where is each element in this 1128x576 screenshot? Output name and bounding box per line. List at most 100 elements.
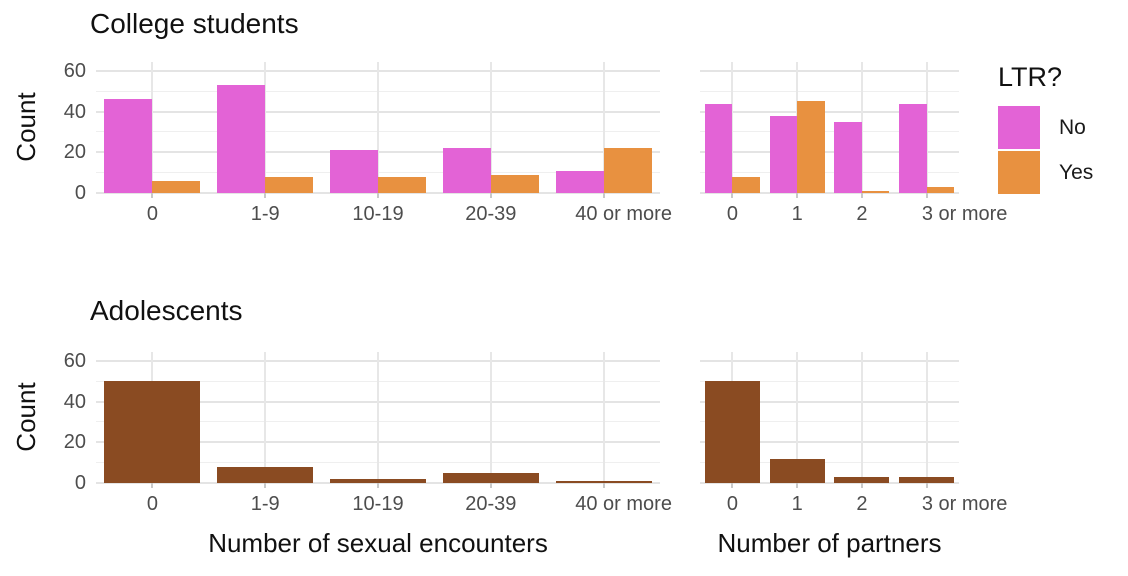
x-tick-label: 1 — [791, 493, 803, 515]
legend: LTR? No Yes — [998, 62, 1126, 196]
legend-key-yes: Yes — [998, 151, 1126, 194]
x-tick-label: 0 — [726, 493, 738, 515]
bar-adolescents-0 — [104, 381, 201, 483]
bar-yes-0 — [152, 180, 201, 193]
y-tick-label: 40 — [63, 100, 86, 123]
bar-adolescents-10-19 — [330, 478, 426, 483]
x-tick-label: 0 — [726, 203, 738, 225]
gridline-minor — [700, 131, 959, 133]
gridline-major — [700, 151, 959, 154]
bar-yes-40 or more — [603, 148, 652, 193]
x-tick-label: 3 or more — [921, 493, 1008, 515]
x-tick-label: 1-9 — [250, 203, 280, 225]
panel-title-adolescents: Adolescents — [90, 295, 243, 326]
bar-yes-0 — [732, 176, 760, 193]
x-tick-mark — [264, 483, 267, 488]
gridline-major — [700, 192, 959, 194]
gridline-vertical — [860, 352, 863, 483]
x-tick-mark — [151, 483, 154, 488]
bar-yes-1-9 — [265, 176, 314, 193]
bar-adolescents-1 — [769, 458, 825, 483]
y-axis-title-bottom: Count — [11, 382, 41, 452]
bar-adolescents-2 — [834, 476, 890, 483]
bar-no-3 or more — [899, 103, 927, 193]
x-tick-mark — [602, 193, 605, 198]
x-tick-mark — [151, 193, 154, 198]
x-tick-mark — [264, 193, 267, 198]
legend-swatch-yes — [998, 151, 1040, 194]
gridline-vertical — [602, 62, 605, 193]
x-tick-label: 1 — [791, 203, 803, 225]
x-tick-label: 10-19 — [352, 203, 404, 225]
x-tick-mark — [731, 483, 734, 488]
bar-adolescents-40 or more — [555, 480, 652, 483]
x-tick-mark — [796, 483, 799, 488]
gridline-vertical — [151, 62, 154, 193]
y-axis-title-top: Count — [11, 92, 41, 162]
bar-yes-3 or more — [926, 186, 955, 193]
x-tick-mark — [489, 483, 492, 488]
y-tick-label: 60 — [63, 59, 86, 82]
gridline-minor — [700, 90, 959, 92]
bar-adolescents-1-9 — [217, 466, 314, 483]
bar-no-0 — [704, 103, 733, 193]
legend-label-no: No — [1059, 115, 1086, 139]
gridline-major — [700, 110, 959, 113]
bar-yes-1 — [797, 101, 825, 193]
x-tick-label: 40 or more — [575, 493, 672, 515]
gridline-vertical — [264, 62, 267, 193]
gridline-vertical — [925, 352, 928, 483]
bar-yes-20-39 — [490, 174, 539, 193]
legend-key-no: No — [998, 106, 1126, 149]
plot-college-partners — [700, 62, 959, 198]
gridline-vertical — [377, 352, 379, 483]
bar-no-10-19 — [330, 150, 378, 193]
y-tick-label: 20 — [63, 141, 86, 164]
bar-yes-10-19 — [378, 176, 426, 193]
x-tick-mark — [925, 193, 928, 198]
legend-swatch-no — [998, 106, 1040, 149]
bar-no-1 — [769, 115, 798, 193]
bar-adolescents-3 or more — [899, 476, 955, 483]
gridline-vertical — [377, 62, 379, 193]
gridline-vertical — [925, 62, 928, 193]
bar-no-1-9 — [217, 85, 266, 193]
bar-yes-2 — [861, 190, 890, 193]
y-tick-label: 40 — [63, 390, 86, 413]
bar-adolescents-20-39 — [442, 472, 539, 483]
plot-adolescents-partners — [700, 352, 959, 488]
legend-label-yes: Yes — [1059, 160, 1094, 184]
x-tick-mark — [860, 193, 863, 198]
gridline-vertical — [264, 352, 267, 483]
x-axis-ticks-college-encounters: 0 1-9 10-19 20-39 40 or more — [96, 202, 672, 228]
plot-college-encounters — [96, 62, 660, 198]
x-axis-ticks-adolescents-encounters: 0 1-9 10-19 20-39 40 or more — [96, 492, 672, 518]
x-tick-label: 0 — [146, 203, 158, 225]
gridline-major — [700, 441, 959, 444]
bar-no-2 — [834, 121, 862, 193]
x-tick-label: 3 or more — [921, 203, 1008, 225]
gridline-vertical — [602, 352, 605, 483]
x-tick-label: 1-9 — [250, 493, 280, 515]
y-tick-label: 20 — [63, 431, 86, 454]
y-axis-ticks-bottom: 0 20 40 60 — [38, 350, 86, 494]
x-tick-mark — [860, 483, 863, 488]
gridline-minor — [700, 421, 959, 423]
x-tick-mark — [602, 483, 605, 488]
gridline-major — [700, 400, 959, 403]
x-tick-label: 2 — [856, 493, 868, 515]
x-axis-title-encounters: Number of sexual encounters — [208, 528, 548, 558]
bar-adolescents-0 — [704, 381, 760, 483]
x-axis-ticks-college-partners: 0 1 2 3 or more — [700, 202, 1008, 228]
x-tick-label: 0 — [146, 493, 158, 515]
plot-adolescents-encounters — [96, 352, 660, 488]
bar-no-0 — [104, 99, 153, 193]
x-tick-mark — [377, 483, 379, 488]
x-axis-ticks-adolescents-partners: 0 1 2 3 or more — [700, 492, 1008, 518]
gridline-major — [700, 359, 959, 362]
x-tick-mark — [731, 193, 734, 198]
y-tick-label: 0 — [74, 182, 86, 204]
gridline-vertical — [860, 62, 863, 193]
gridline-minor — [700, 462, 959, 464]
